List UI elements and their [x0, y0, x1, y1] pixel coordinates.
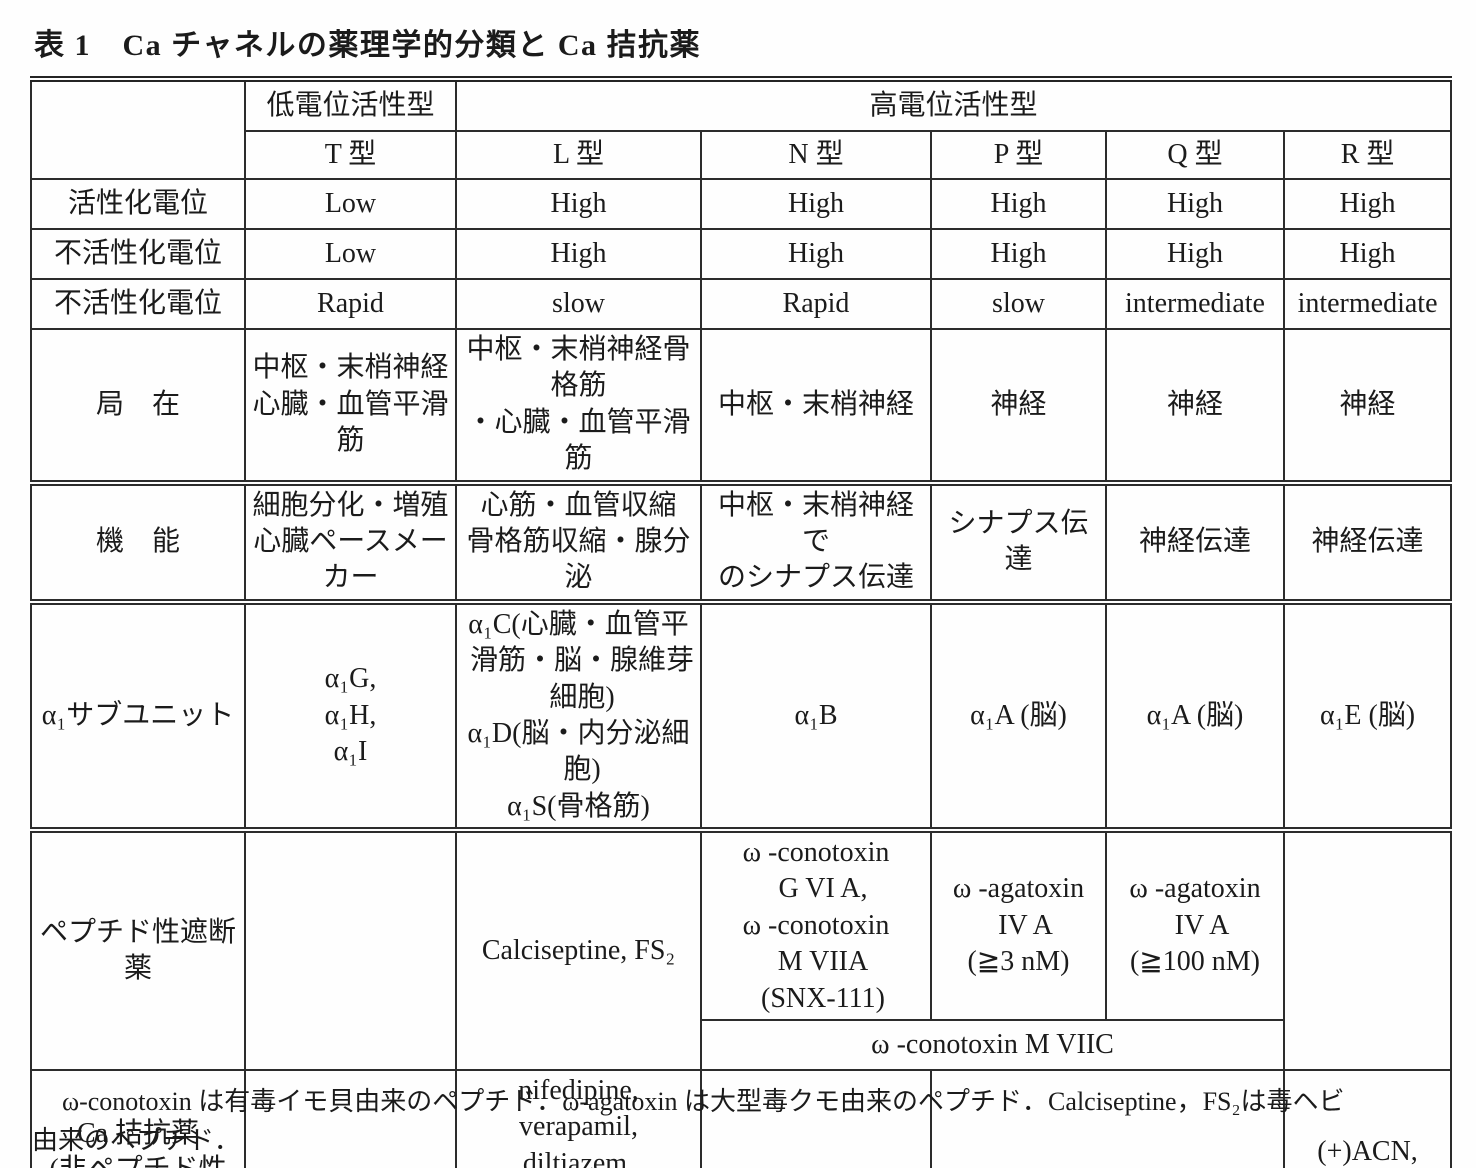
cell-activation-n: High: [700, 178, 932, 230]
cell-inactivation-speed-r: intermediate: [1282, 278, 1453, 330]
row-label-function: 機 能: [30, 481, 246, 605]
cell-alpha1-q: α₁A (脳): [1105, 600, 1285, 834]
cell-localization-q: 神経: [1105, 328, 1285, 486]
cell-inactivation-speed-n: Rapid: [700, 278, 932, 330]
header-row-types: T 型 L 型 N 型 P 型 Q 型 R 型: [31, 130, 1453, 180]
cell-alpha1-t: α₁G, α₁H, α₁I: [244, 600, 457, 834]
cell-function-q: 神経伝達: [1105, 481, 1285, 605]
cell-function-n: 中枢・末梢神経で のシナプス伝達: [700, 481, 932, 605]
table-title: 表 1 Ca チャネルの薬理学的分類と Ca 拮抗薬: [34, 29, 702, 62]
cell-ca-antagonist-n-upper: [700, 1069, 932, 1168]
cell-inactivation-speed-p: slow: [930, 278, 1107, 330]
cell-function-l: 心筋・血管収縮 骨格筋収縮・腺分泌: [455, 481, 702, 605]
row-localization: 局 在 中枢・末梢神経 心臓・血管平滑筋 中枢・末梢神経骨格筋 ・心臓・血管平滑…: [30, 328, 1453, 486]
row-label-activation: 活性化電位: [30, 178, 246, 230]
row-label-localization: 局 在: [30, 328, 246, 486]
cell-inactivation-t: Low: [244, 228, 457, 280]
row-label-inactivation-speed: 不活性化電位: [30, 278, 246, 330]
row-peptide-blockers: ペプチド性遮断薬 Calciseptine, FS₂ ω -conotoxin …: [30, 829, 1453, 1072]
header-row-voltage: 低電位活性型 高電位活性型: [30, 78, 1453, 180]
cell-activation-l: High: [455, 178, 702, 230]
cell-alpha1-n: α₁B: [700, 600, 932, 834]
header-low-voltage: 低電位活性型: [244, 78, 457, 132]
cell-activation-p: High: [930, 178, 1107, 230]
cell-localization-t: 中枢・末梢神経 心臓・血管平滑筋: [244, 328, 457, 486]
cell-inactivation-p: High: [930, 228, 1107, 280]
cell-ca-antagonist-pq: [930, 1069, 1285, 1168]
header-type-q: Q 型: [1105, 130, 1285, 180]
cell-inactivation-speed-q: intermediate: [1105, 278, 1285, 330]
row-alpha1-subunit: α₁サブユニット α₁G, α₁H, α₁I α₁C(心臓・血管平 滑筋・脳・腺…: [30, 600, 1453, 834]
header-type-l: L 型: [455, 130, 702, 180]
cell-peptide-r: [1282, 829, 1453, 1072]
cell-localization-p: 神経: [930, 328, 1107, 486]
cell-ca-antagonist-l-upper: nifedipine, verapamil, diltiazem, nicard…: [455, 1069, 702, 1168]
cell-inactivation-speed-l: slow: [455, 278, 702, 330]
cell-inactivation-n: High: [700, 228, 932, 280]
cell-alpha1-r: α₁E (脳): [1282, 600, 1453, 834]
cell-localization-l: 中枢・末梢神経骨格筋 ・心臓・血管平滑筋: [455, 328, 702, 486]
cell-inactivation-q: High: [1105, 228, 1285, 280]
row-label-peptide-blockers: ペプチド性遮断薬: [30, 829, 246, 1072]
cell-alpha1-l: α₁C(心臓・血管平 滑筋・脳・腺維芽 細胞) α₁D(脳・内分泌細 胞) α₁…: [455, 600, 702, 834]
row-ca-antagonists-upper: Ca 拮抗薬 (非ペプチド性 遮断薬) nifedipine, verapami…: [30, 1069, 1453, 1168]
cell-function-t: 細胞分化・増殖 心臓ペースメーカー: [244, 481, 457, 605]
cell-alpha1-p: α₁A (脳): [930, 600, 1107, 834]
row-activation: 活性化電位 Low High High High High High: [30, 178, 1453, 230]
cell-function-r: 神経伝達: [1282, 481, 1453, 605]
ca-channel-classification-table: 低電位活性型 高電位活性型 T 型 L 型 N 型 P 型 Q 型 R 型 活性…: [30, 76, 1453, 1168]
header-type-t: T 型: [244, 130, 457, 180]
cell-inactivation-r: High: [1282, 228, 1453, 280]
table-footnote: ω-conotoxin は有毒イモ貝由来のペプチド．ω-agatoxin は大型…: [32, 1087, 1345, 1155]
cell-inactivation-l: High: [455, 228, 702, 280]
row-function: 機 能 細胞分化・増殖 心臓ペースメーカー 心筋・血管収縮 骨格筋収縮・腺分泌 …: [30, 481, 1453, 605]
cell-peptide-l: Calciseptine, FS₂: [455, 829, 702, 1072]
header-type-p: P 型: [930, 130, 1107, 180]
row-label-ca-antagonists: Ca 拮抗薬 (非ペプチド性 遮断薬): [30, 1069, 246, 1168]
cell-activation-t: Low: [244, 178, 457, 230]
corner-cell: [30, 78, 246, 180]
cell-activation-q: High: [1105, 178, 1285, 230]
cell-function-p: シナプス伝達: [930, 481, 1107, 605]
header-high-voltage: 高電位活性型: [454, 78, 1453, 132]
row-label-inactivation: 不活性化電位: [30, 228, 246, 280]
header-type-r: R 型: [1282, 130, 1453, 180]
cell-peptide-t: [244, 829, 457, 1072]
row-inactivation-speed: 不活性化電位 Rapid slow Rapid slow intermediat…: [30, 278, 1453, 330]
cell-activation-r: High: [1282, 178, 1453, 230]
cell-localization-r: 神経: [1282, 328, 1453, 486]
row-inactivation: 不活性化電位 Low High High High High High: [30, 228, 1453, 280]
row-label-alpha1-subunit: α₁サブユニット: [30, 600, 246, 834]
header-type-n: N 型: [700, 130, 932, 180]
cell-localization-n: 中枢・末梢神経: [700, 328, 932, 486]
cell-peptide-q: ω -agatoxin IV A (≧100 nM): [1105, 829, 1285, 1022]
cell-peptide-n: ω -conotoxin G VI A, ω -conotoxin M VIIA…: [700, 829, 932, 1022]
cell-inactivation-speed-t: Rapid: [244, 278, 457, 330]
cell-peptide-p: ω -agatoxin IV A (≧3 nM): [930, 829, 1107, 1022]
row-peptide-shared: ω -conotoxin M VIIC: [31, 1019, 1451, 1072]
cell-peptide-npq-shared: ω -conotoxin M VIIC: [700, 1019, 1285, 1072]
cell-ca-antagonist-t-upper: [244, 1069, 457, 1168]
cell-ca-antagonist-r: (+)ACN, (+)ECN: [1282, 1069, 1453, 1168]
